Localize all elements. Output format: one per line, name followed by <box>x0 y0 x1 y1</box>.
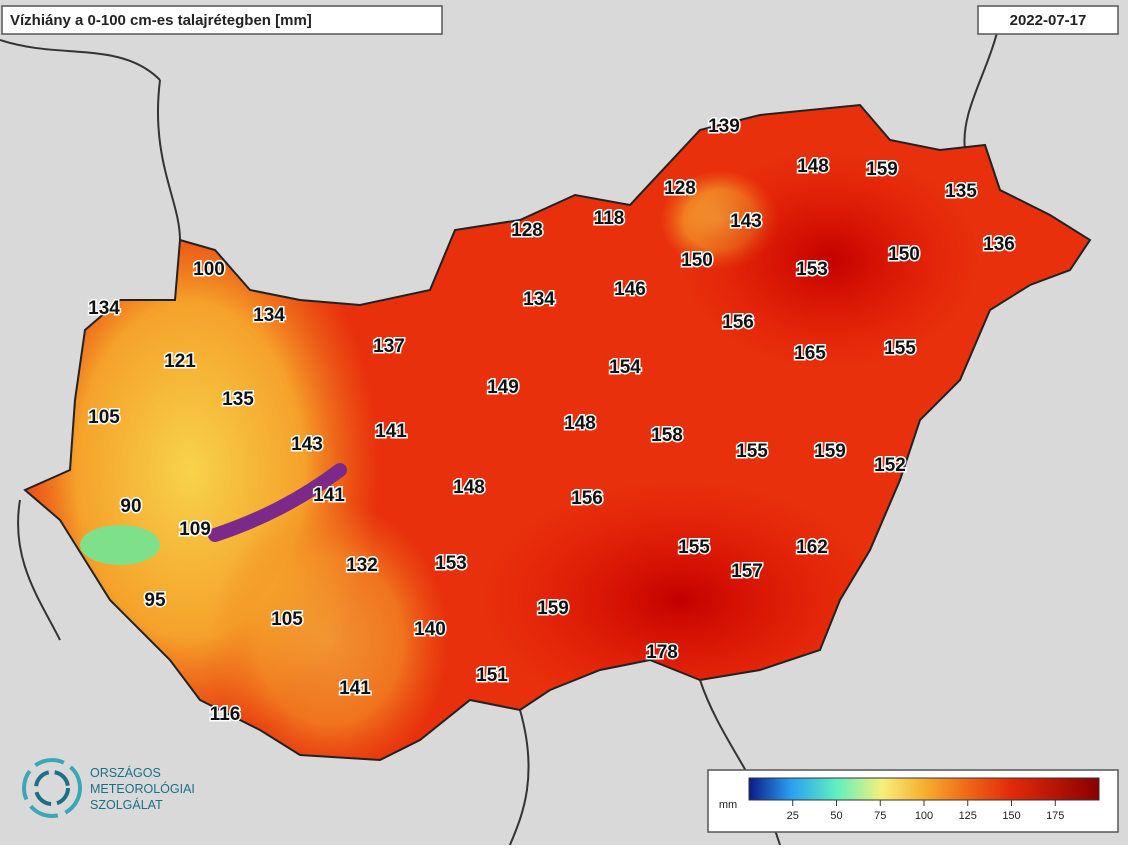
colorbar <box>748 777 1100 801</box>
tick-label: 25 <box>787 810 799 822</box>
value-label: 149 <box>487 377 519 398</box>
value-label: 162 <box>796 537 828 558</box>
value-label: 159 <box>866 159 898 180</box>
value-label: 159 <box>537 598 569 619</box>
value-label: 105 <box>271 609 303 630</box>
value-label: 90 <box>120 496 141 517</box>
value-label: 178 <box>646 642 678 663</box>
value-label: 151 <box>476 665 508 686</box>
logo-icon <box>34 770 70 806</box>
value-label: 109 <box>179 519 211 540</box>
value-label: 155 <box>736 441 768 462</box>
value-label: 135 <box>945 181 977 202</box>
value-label: 159 <box>814 441 846 462</box>
logo-text: ORSZÁGOS <box>90 765 161 780</box>
value-label: 146 <box>614 279 646 300</box>
value-label: 155 <box>884 338 916 359</box>
logo-text: SZOLGÁLAT <box>90 797 163 812</box>
value-label: 140 <box>414 619 446 640</box>
tick-label: 150 <box>1002 810 1020 822</box>
tick-label: 75 <box>874 810 886 822</box>
logo: ORSZÁGOS METEOROLÓGIAI SZOLGÁLAT <box>22 758 195 818</box>
value-label: 100 <box>193 259 225 280</box>
value-label: 152 <box>874 455 906 476</box>
value-label: 139 <box>708 116 740 137</box>
value-label: 132 <box>346 555 378 576</box>
lake-balaton <box>208 463 347 542</box>
value-label: 153 <box>796 259 828 280</box>
value-label: 150 <box>681 250 713 271</box>
legend-unit: mm <box>719 799 737 811</box>
value-label: 148 <box>453 477 485 498</box>
value-label: 116 <box>210 704 241 725</box>
title: Vízhiány a 0-100 cm-es talajrétegben [mm… <box>10 12 312 29</box>
value-label: 143 <box>730 211 762 232</box>
colorbar-ticks: 25 50 75 100 125 150 175 <box>787 800 1064 822</box>
value-label: 134 <box>253 305 285 326</box>
value-label: 165 <box>794 343 826 364</box>
value-label: 156 <box>571 488 603 509</box>
value-label: 150 <box>888 244 920 265</box>
value-label: 135 <box>222 389 254 410</box>
date: 2022-07-17 <box>1010 12 1087 29</box>
value-label: 148 <box>797 156 829 177</box>
value-label: 136 <box>983 234 1015 255</box>
value-label: 141 <box>313 485 345 506</box>
tick-label: 175 <box>1046 810 1064 822</box>
value-label: 153 <box>435 553 467 574</box>
value-label: 158 <box>651 425 683 446</box>
value-label: 137 <box>373 336 405 357</box>
value-label: 154 <box>609 357 641 378</box>
borders <box>0 19 1001 846</box>
value-label: 155 <box>678 537 710 558</box>
value-label: 143 <box>291 434 323 455</box>
value-labels: 139 148 159 135 128 118 143 128 136 150 153 150 100 1… <box>87 115 1017 727</box>
value-label: 118 <box>594 208 625 229</box>
value-label: 128 <box>664 178 696 199</box>
tick-label: 125 <box>959 810 977 822</box>
logo-text: METEOROLÓGIAI <box>90 781 195 796</box>
value-label: 121 <box>164 351 196 372</box>
value-label: 134 <box>88 298 120 319</box>
tick-label: 50 <box>830 810 842 822</box>
value-label: 141 <box>339 678 371 699</box>
value-label: 156 <box>722 312 754 333</box>
value-label: 148 <box>564 413 596 434</box>
tick-label: 100 <box>915 810 933 822</box>
value-label: 128 <box>511 220 543 241</box>
title-box <box>1 5 443 35</box>
value-label: 157 <box>731 561 763 582</box>
date-box <box>977 5 1119 35</box>
value-label: 105 <box>88 407 120 428</box>
logo-icon <box>22 758 82 818</box>
value-label: 141 <box>375 421 407 442</box>
value-label: 95 <box>144 590 166 611</box>
value-label: 134 <box>523 289 555 310</box>
